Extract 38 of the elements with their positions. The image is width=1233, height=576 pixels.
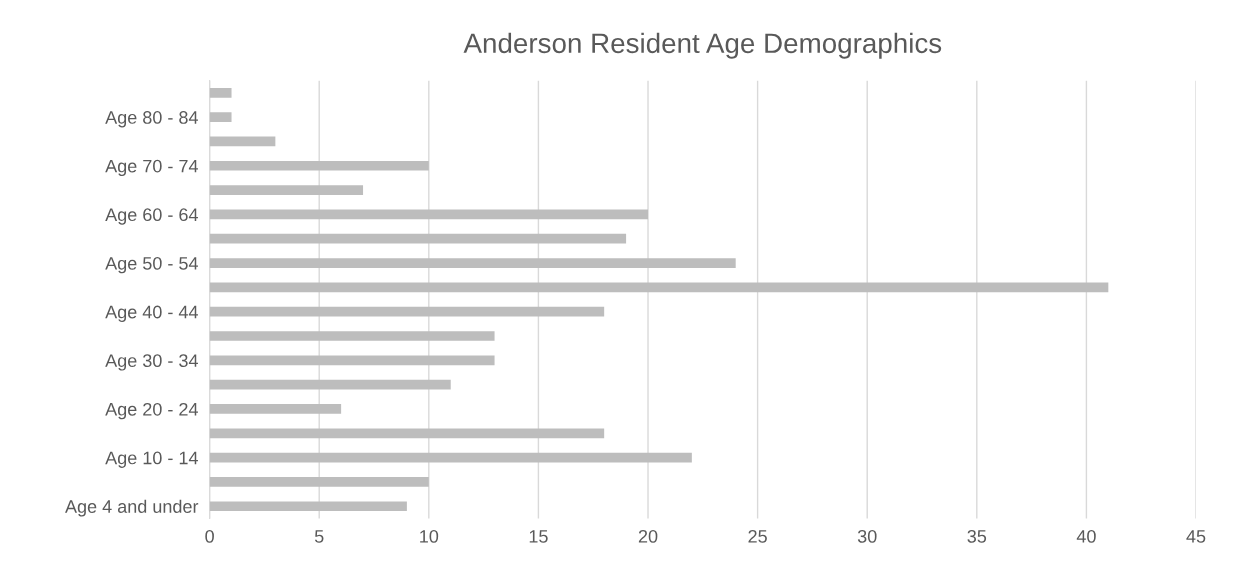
chart-title: Anderson Resident Age Demographics: [463, 32, 942, 59]
x-tick-label: 45: [1186, 530, 1206, 543]
bar: [209, 112, 232, 122]
x-tick-label: 5: [314, 530, 324, 543]
bar: [209, 501, 407, 512]
x-tick-label: 15: [529, 530, 548, 543]
y-tick-label: Age 60 - 64: [105, 208, 198, 225]
bar: [209, 136, 276, 147]
y-tick-label: Age 30 - 34: [105, 354, 198, 371]
bar: [209, 428, 605, 439]
x-tick-label: 25: [748, 529, 767, 543]
y-tick-label: Age 80 - 84: [105, 111, 198, 128]
y-tick-label: Age 20 - 24: [105, 402, 198, 420]
bar: [209, 209, 649, 220]
bar: [209, 258, 736, 268]
bar: [209, 87, 232, 98]
x-tick-label: 35: [967, 529, 987, 543]
bar: [209, 379, 451, 390]
x-tick-label: 30: [857, 529, 877, 543]
x-tick-label: 40: [1076, 529, 1096, 543]
y-tick-label: Age 10 - 14: [105, 451, 198, 468]
y-tick-label: Age 70 - 74: [105, 159, 198, 177]
bar: [209, 477, 429, 487]
bar: [209, 355, 495, 366]
x-tick-label: 20: [638, 529, 658, 543]
bar: [209, 185, 364, 195]
bar: [209, 160, 429, 171]
bar: [209, 233, 627, 244]
bar: [209, 331, 495, 341]
bar: [209, 452, 692, 463]
x-tick-label: 0: [205, 529, 214, 543]
y-tick-label: Age 40 - 44: [105, 305, 198, 322]
bar: [209, 282, 1109, 293]
bar: [209, 404, 342, 414]
x-tick-label: 10: [420, 529, 439, 543]
y-tick-label: Age 4 and under: [65, 499, 199, 517]
y-tick-label: Age 50 - 54: [105, 256, 198, 274]
bar: [209, 306, 605, 317]
